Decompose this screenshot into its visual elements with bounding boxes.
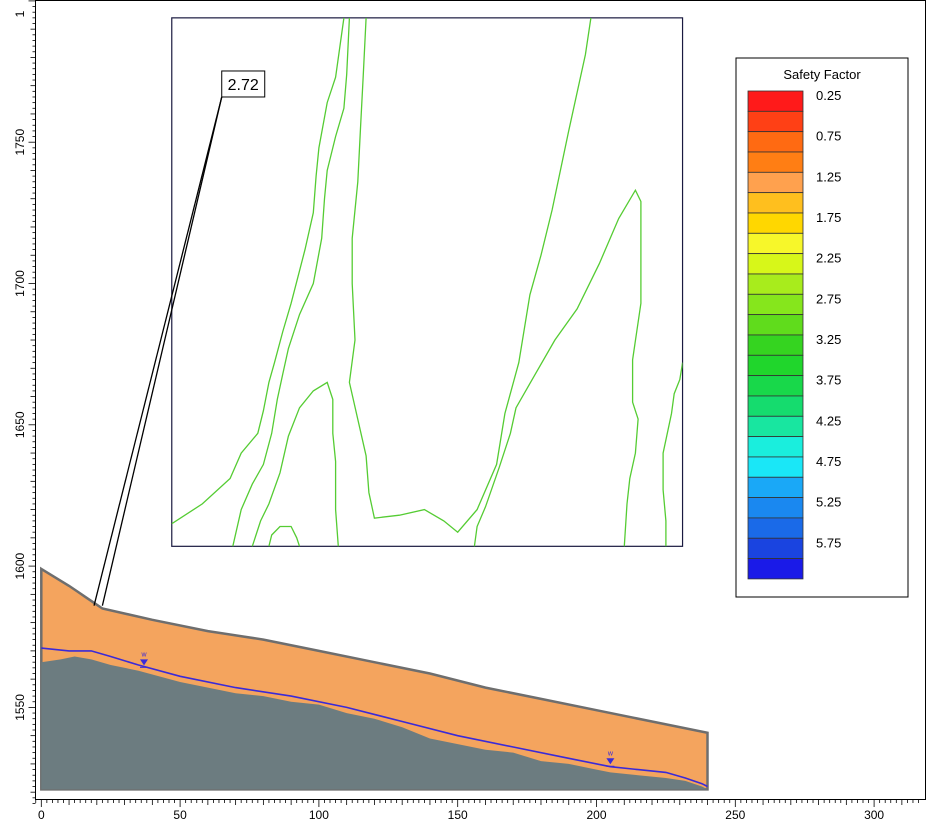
legend-label-12: 3.25 xyxy=(816,332,841,347)
legend-swatch-20 xyxy=(747,497,804,519)
x-tick-label-6: 300 xyxy=(864,808,884,822)
y-tick-label-1: 1600 xyxy=(13,552,27,579)
legend-swatch-1 xyxy=(747,110,804,133)
safety-factor-legend: Safety Factor 0.25 0.75 1.25 1.75 2.25 2.75 3.2… xyxy=(735,57,909,598)
legend-label-22: 5.75 xyxy=(816,535,841,550)
legend-swatch-3 xyxy=(747,151,804,173)
legend-label-14: 3.75 xyxy=(816,373,841,388)
legend-swatch-8 xyxy=(747,253,804,275)
contour-line-0 xyxy=(171,17,345,525)
legend-label-18: 4.75 xyxy=(816,454,841,469)
x-tick-label-0: 0 xyxy=(38,808,45,822)
water-table-line xyxy=(41,647,708,788)
slip-center-grid xyxy=(171,17,684,547)
legend-swatch-17 xyxy=(747,436,804,458)
legend-swatch-10 xyxy=(747,293,804,316)
legend-swatch-5 xyxy=(747,192,804,214)
legend-swatch-4 xyxy=(747,171,804,194)
x-tick-label-1: 50 xyxy=(173,808,187,822)
legend-label-2: 0.75 xyxy=(816,129,841,144)
legend-swatch-9 xyxy=(747,273,804,295)
legend-label-20: 5.25 xyxy=(816,495,841,510)
legend-swatch-13 xyxy=(747,354,804,377)
legend-swatch-14 xyxy=(747,375,804,397)
x-axis: 0 50 100 150 200 250 300 xyxy=(35,800,919,822)
legend-label-0: 0.25 xyxy=(816,88,841,103)
x-tick-label-5: 250 xyxy=(725,808,745,822)
lower-rock-layer xyxy=(41,656,708,790)
y-tick-label-3: 1700 xyxy=(13,270,27,297)
water-table-marker-label-1: w xyxy=(607,750,614,757)
legend-swatch-21 xyxy=(747,517,804,539)
slip-radius-line-2 xyxy=(101,96,223,606)
grid-box xyxy=(171,17,684,547)
critical-slip-surface: 2.72 xyxy=(93,70,266,606)
y-tick-label-5: 1 xyxy=(13,10,27,17)
slip-center-label-box xyxy=(221,70,266,98)
water-table-marker-0 xyxy=(140,659,149,666)
legend-swatch-7 xyxy=(747,232,804,255)
slip-radius-line-1 xyxy=(93,96,223,606)
legend-swatch-16 xyxy=(747,415,804,438)
legend-swatch-11 xyxy=(747,314,804,336)
legend-label-10: 2.75 xyxy=(816,291,841,306)
legend-title: Safety Factor xyxy=(783,67,861,82)
x-tick-label-3: 150 xyxy=(448,808,468,822)
legend-swatch-22 xyxy=(747,537,804,559)
contour-line-2 xyxy=(251,381,339,547)
contour-line-3 xyxy=(268,525,301,547)
slip-center-label: 2.72 xyxy=(228,77,259,94)
contour-line-5 xyxy=(473,188,642,547)
legend-swatch-15 xyxy=(747,395,804,417)
water-table-marker-1 xyxy=(606,758,615,765)
legend-label-6: 1.75 xyxy=(816,210,841,225)
contour-line-1 xyxy=(232,17,351,547)
y-axis: 1550 1600 1650 1700 1750 1 xyxy=(13,0,36,804)
legend-swatch-19 xyxy=(747,476,804,498)
contour-line-6 xyxy=(662,362,683,547)
legend-label-4: 1.25 xyxy=(816,169,841,184)
legend-label-16: 4.25 xyxy=(816,413,841,428)
legend-swatch-6 xyxy=(747,212,804,234)
x-tick-label-2: 100 xyxy=(309,808,329,822)
y-tick-label-0: 1550 xyxy=(13,694,27,721)
water-table-marker-label-0: w xyxy=(140,651,147,658)
x-tick-label-4: 200 xyxy=(586,808,606,822)
legend-swatch-18 xyxy=(747,456,804,478)
legend-swatch-0 xyxy=(747,90,804,112)
legend-swatch-12 xyxy=(747,334,804,356)
legend-label-8: 2.25 xyxy=(816,251,841,266)
soil-layers: ww xyxy=(40,566,709,791)
contour-line-4 xyxy=(348,17,592,534)
y-tick-label-2: 1650 xyxy=(13,411,27,438)
legend-swatch-2 xyxy=(747,131,804,153)
y-tick-label-4: 1750 xyxy=(13,129,27,156)
contour-lines xyxy=(171,17,683,547)
legend-swatch-23 xyxy=(747,558,804,580)
